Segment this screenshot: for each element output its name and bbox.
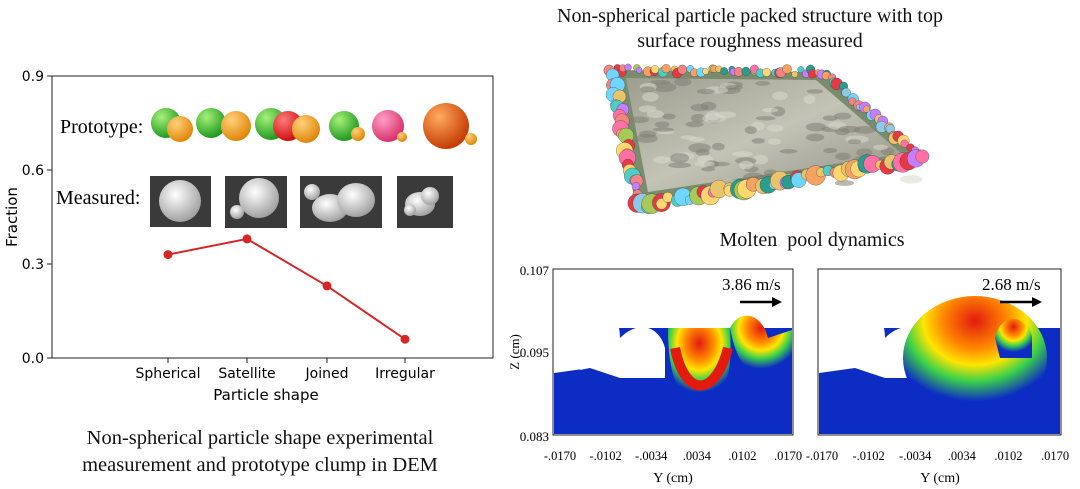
velocity-label-left: 3.86 m/s xyxy=(722,275,781,294)
pool-x-axis-label-left: Y (cm) xyxy=(653,471,693,486)
measured-joined-image xyxy=(300,176,382,228)
prototype-irregular-clump-1 xyxy=(329,111,365,141)
packed-structure-title-line-1: Non-spherical particle packed structure … xyxy=(557,5,943,27)
molten-pool-plot-right xyxy=(817,268,1062,436)
pool-y-axis-label: Z (cm) xyxy=(507,334,522,370)
measured-label: Measured: xyxy=(56,187,140,209)
chart-data-point-spherical xyxy=(163,250,173,260)
molten-pool-figure: 3.86 m/s 2.68 m/s 0.107 0.095 0.083 Z (c… xyxy=(507,263,1069,486)
chart-y-tick-label: 0.9 xyxy=(22,69,44,85)
packed-structure-title: Non-spherical particle packed structure … xyxy=(490,4,1010,54)
pool-x-tick-right: -.0170 xyxy=(806,449,838,463)
measured-satellite-image xyxy=(225,176,287,228)
prototype-irregular-clump-3 xyxy=(423,103,477,149)
pool-ytick-bottom: 0.083 xyxy=(520,429,549,444)
prototype-joined-clump xyxy=(255,108,320,143)
velocity-label-right: 2.68 m/s xyxy=(982,275,1041,294)
pool-x-tick-left: .0102 xyxy=(728,449,756,463)
prototype-irregular-clump-2 xyxy=(372,110,407,142)
chart-y-tick-label: 0.0 xyxy=(22,351,44,367)
chart-data-point-satellite xyxy=(242,234,252,244)
chart-y-axis-label: Fraction xyxy=(3,187,21,247)
prototype-satellite-clump xyxy=(196,108,251,141)
pool-x-axis-label-right: Y (cm) xyxy=(920,471,960,486)
chart-x-tick-label: Joined xyxy=(305,366,349,382)
pool-x-tick-left: .0170 xyxy=(774,449,802,463)
chart-data-point-irregular xyxy=(400,334,410,344)
fraction-line-chart: 0.0 0.3 0.6 0.9 Spherical Satellite Joined Irr… xyxy=(3,69,494,404)
prototype-label: Prototype: xyxy=(60,116,143,138)
pool-x-tick-left: .0034 xyxy=(683,449,712,463)
packed-structure-image xyxy=(603,63,930,214)
chart-y-tick-label: 0.3 xyxy=(22,257,44,273)
measured-spherical-image xyxy=(150,176,211,227)
chart-series-line xyxy=(167,237,406,341)
velocity-arrowhead-right xyxy=(1032,297,1042,307)
pool-x-tick-right: .0034 xyxy=(948,449,977,463)
pool-ytick-top: 0.107 xyxy=(520,263,550,278)
measured-irregular-image xyxy=(397,176,453,228)
pool-x-tick-right: .0170 xyxy=(1041,449,1069,463)
molten-pool-plot-left xyxy=(552,268,794,436)
pool-x-tick-right: .0102 xyxy=(994,449,1022,463)
chart-y-tick-label: 0.6 xyxy=(22,163,44,179)
chart-x-tick-label: Satellite xyxy=(218,366,275,382)
left-caption-line-2: measurement and prototype clump in DEM xyxy=(82,454,438,476)
chart-data-point-joined xyxy=(322,281,332,291)
packed-structure-title-line-2: surface roughness measured xyxy=(637,30,863,52)
velocity-arrowhead-left xyxy=(772,297,782,307)
prototype-spherical-clump xyxy=(151,108,193,142)
left-caption: Non-spherical particle shape experimenta… xyxy=(0,425,520,479)
pool-x-tick-left: -.0102 xyxy=(589,449,621,463)
pool-x-tick-left: -.0170 xyxy=(544,449,576,463)
pool-x-tick-right: -.0034 xyxy=(899,449,932,463)
boundary-particles xyxy=(603,63,930,214)
pool-ytick-mid: 0.095 xyxy=(520,345,549,360)
chart-x-tick-label: Spherical xyxy=(135,366,200,382)
chart-plot-frame xyxy=(51,75,494,359)
chart-x-axis-label: Particle shape xyxy=(213,386,318,404)
pool-x-tick-left: -.0034 xyxy=(635,449,668,463)
left-caption-line-1: Non-spherical particle shape experimenta… xyxy=(86,427,434,449)
molten-pool-title: Molten pool dynamics xyxy=(719,229,905,251)
chart-x-tick-label: Irregular xyxy=(375,366,435,382)
pool-x-tick-right: -.0102 xyxy=(852,449,884,463)
